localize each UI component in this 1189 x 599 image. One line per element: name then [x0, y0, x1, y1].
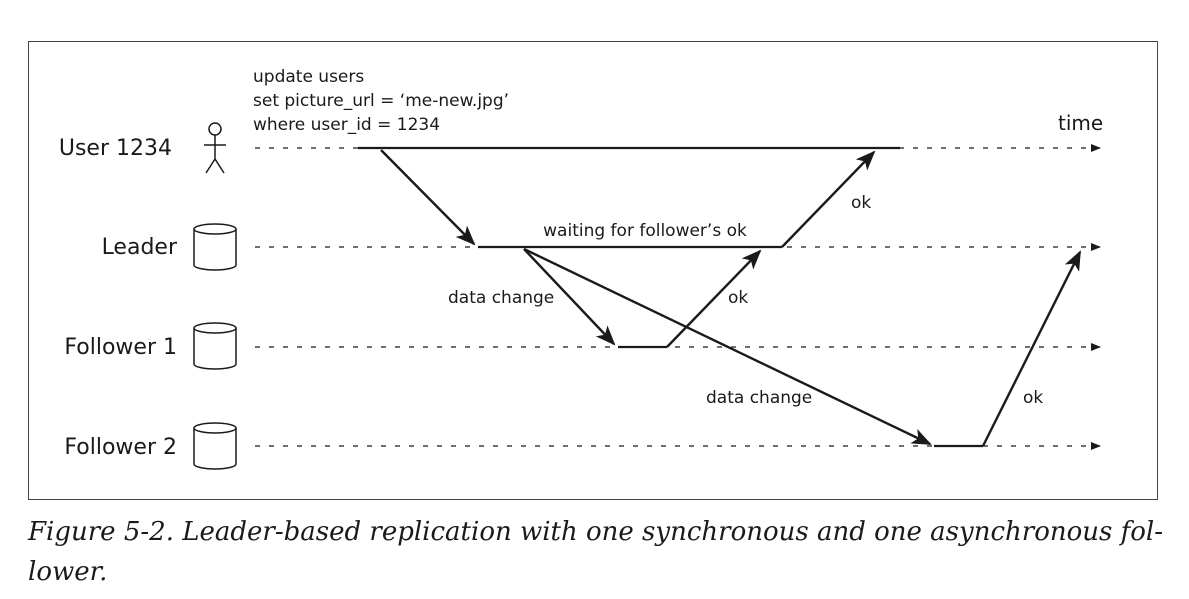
label-ok-follower-1: ok — [728, 288, 748, 308]
arrow-leader-to-follower-1 — [523, 248, 616, 346]
follower-2-database-icon — [193, 422, 237, 470]
label-leader: Leader — [102, 235, 178, 260]
time-label: time — [1058, 111, 1103, 135]
figure-caption: Figure 5-2. Leader-based replication wit… — [28, 517, 1163, 587]
sql-line-1: update users — [253, 67, 364, 87]
arrow-leader-ok-to-user — [781, 150, 876, 248]
label-user: User 1234 — [59, 136, 172, 161]
label-data-change-f2: data change — [706, 388, 812, 408]
label-follower-1: Follower 1 — [64, 335, 177, 360]
leader-database-icon — [193, 223, 237, 271]
label-data-change-f1: data change — [448, 288, 554, 308]
follower-1-database-icon — [193, 322, 237, 370]
user-icon — [204, 122, 226, 174]
replication-diagram: update users set picture_url = ‘me-new.j… — [28, 41, 1158, 500]
label-waiting: waiting for follower’s ok — [543, 221, 747, 241]
arrow-user-to-leader — [380, 149, 476, 246]
arrow-follower-1-ok — [666, 249, 762, 348]
label-follower-2: Follower 2 — [64, 435, 177, 460]
label-ok-follower-2: ok — [1023, 388, 1043, 408]
diagram-frame — [28, 41, 1158, 500]
sql-line-3: where user_id = 1234 — [253, 115, 440, 135]
arrow-follower-2-ok — [981, 250, 1082, 447]
label-ok-user: ok — [851, 193, 871, 213]
sql-line-2: set picture_url = ‘me-new.jpg’ — [253, 91, 509, 111]
arrow-leader-to-follower-2 — [523, 247, 932, 446]
